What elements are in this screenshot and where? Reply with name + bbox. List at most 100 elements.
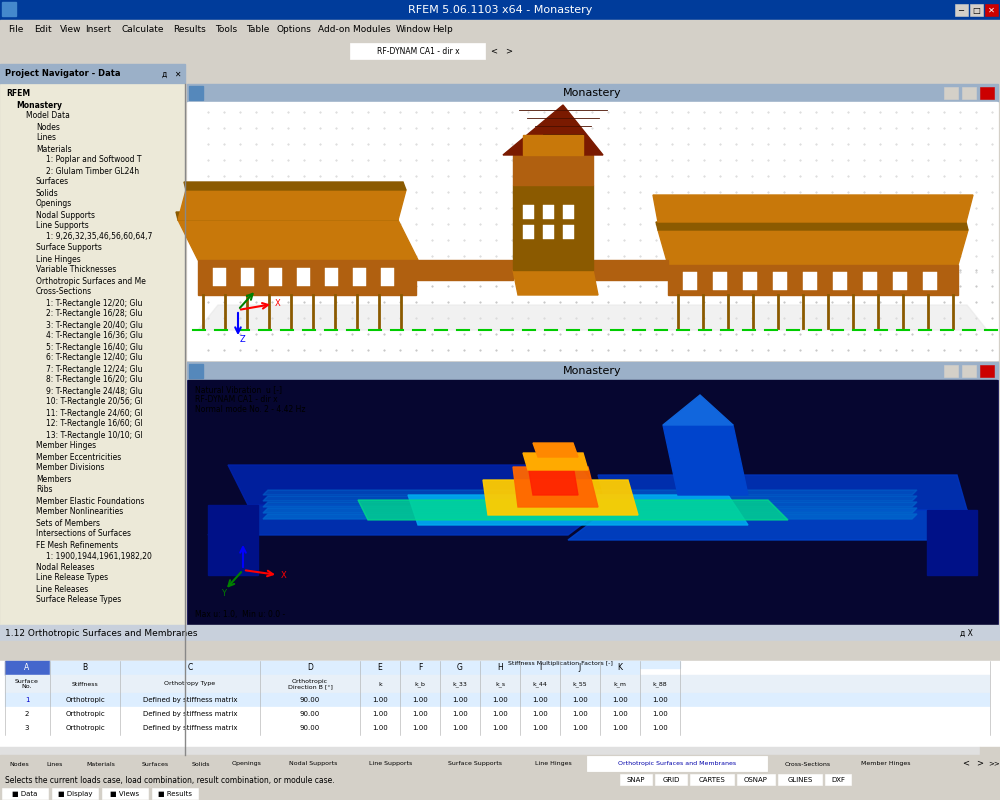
Bar [523,205,534,219]
Text: 1: 1 [25,697,29,703]
Text: Z: Z [245,534,251,542]
Text: Add-on Modules: Add-on Modules [318,25,391,34]
Text: Solids: Solids [192,762,210,766]
Text: 2: T-Rectangle 16/28; Glu: 2: T-Rectangle 16/28; Glu [46,310,143,318]
Text: Cross-Sections: Cross-Sections [36,287,92,297]
Bar [23,643,38,658]
Text: 1: T-Rectangle 12/20; Glu: 1: T-Rectangle 12/20; Glu [46,298,143,307]
Text: Monastery: Monastery [16,101,62,110]
Bar [59,643,74,658]
Bar [360,661,400,675]
Bar [563,205,574,219]
Text: >: > [976,758,984,767]
Bar [0,755,1000,773]
Bar [130,756,180,771]
Text: Members: Members [36,474,71,483]
Text: 6: T-Rectangle 12/40; Glu: 6: T-Rectangle 12/40; Glu [46,354,143,362]
Text: Surface Supports: Surface Supports [36,243,102,253]
Bar [95,643,110,658]
Polygon shape [198,305,987,330]
Text: 8: T-Rectangle 16/20; Glu: 8: T-Rectangle 16/20; Glu [46,375,143,385]
Text: RF-DYNAM CA1 - dir x: RF-DYNAM CA1 - dir x [377,46,459,55]
Text: д: д [162,70,167,78]
Bar [773,272,787,290]
Bar [260,661,360,675]
Bar [52,788,98,799]
Text: Member Nonlinearities: Member Nonlinearities [36,507,123,517]
Polygon shape [228,465,608,505]
Text: Z: Z [240,335,246,345]
Bar [350,43,485,59]
Text: Orthotropy Type: Orthotropy Type [164,682,216,686]
Bar [311,643,326,658]
Text: >>: >> [988,760,1000,766]
Polygon shape [663,425,748,495]
Bar [600,661,640,675]
Polygon shape [408,495,748,525]
Text: I: I [539,663,541,673]
Bar [849,756,924,771]
Bar [77,643,92,658]
Polygon shape [513,155,593,185]
Bar [0,38,1000,64]
Text: 1.00: 1.00 [372,711,388,717]
Polygon shape [663,395,733,425]
Polygon shape [598,475,967,510]
Bar [523,225,534,239]
Bar [167,643,182,658]
Bar [189,86,203,100]
Polygon shape [483,480,638,515]
Bar [980,747,1000,755]
Text: k_88: k_88 [653,681,667,687]
Text: Nodal Supports: Nodal Supports [289,762,337,766]
Text: ■ Results: ■ Results [158,791,192,797]
Text: Line Hinges: Line Hinges [535,762,571,766]
Text: Orthotropic: Orthotropic [65,725,105,731]
Bar [293,643,308,658]
Bar [5,643,20,658]
Bar [988,757,1000,770]
Text: Lines: Lines [47,762,63,766]
Text: k_44: k_44 [533,681,547,687]
Bar [560,661,600,675]
Text: Selects the current loads case, load combination, result combination, or module : Selects the current loads case, load com… [5,775,335,785]
Bar [347,643,362,658]
Bar [960,757,972,770]
Bar [480,661,520,675]
Text: д X: д X [960,629,973,638]
Text: Line Releases: Line Releases [36,585,88,594]
Bar [120,661,260,675]
Text: C: C [187,663,193,673]
Polygon shape [178,220,418,260]
Text: Nodal Releases: Nodal Releases [36,562,94,571]
Bar [713,272,727,290]
Bar [329,643,344,658]
Text: 11: T-Rectangle 24/60; Gl: 11: T-Rectangle 24/60; Gl [46,409,143,418]
Bar [985,4,998,16]
Text: J: J [579,663,581,673]
Bar [0,773,1000,787]
Bar [0,84,185,755]
Bar [187,380,998,625]
Text: Materials: Materials [36,145,72,154]
Polygon shape [198,260,416,295]
Text: Window: Window [396,25,432,34]
Text: Line Release Types: Line Release Types [36,574,108,582]
Text: 1.00: 1.00 [652,697,668,703]
Text: Openings: Openings [36,199,72,209]
Text: 1.00: 1.00 [452,697,468,703]
Text: 1.00: 1.00 [372,725,388,731]
Text: Member Divisions: Member Divisions [36,463,104,473]
Text: k_55: k_55 [573,681,587,687]
Bar [2,756,37,771]
Bar [440,661,680,668]
Text: k_s: k_s [495,681,505,687]
Text: 1: Poplar and Softwood T: 1: Poplar and Softwood T [46,155,142,165]
Text: Help: Help [432,25,453,34]
Bar [203,643,218,658]
Text: Ribs: Ribs [36,486,52,494]
Bar [487,43,501,59]
Bar [962,365,976,377]
Text: Cross-Sections: Cross-Sections [785,762,831,766]
Bar [743,272,757,290]
